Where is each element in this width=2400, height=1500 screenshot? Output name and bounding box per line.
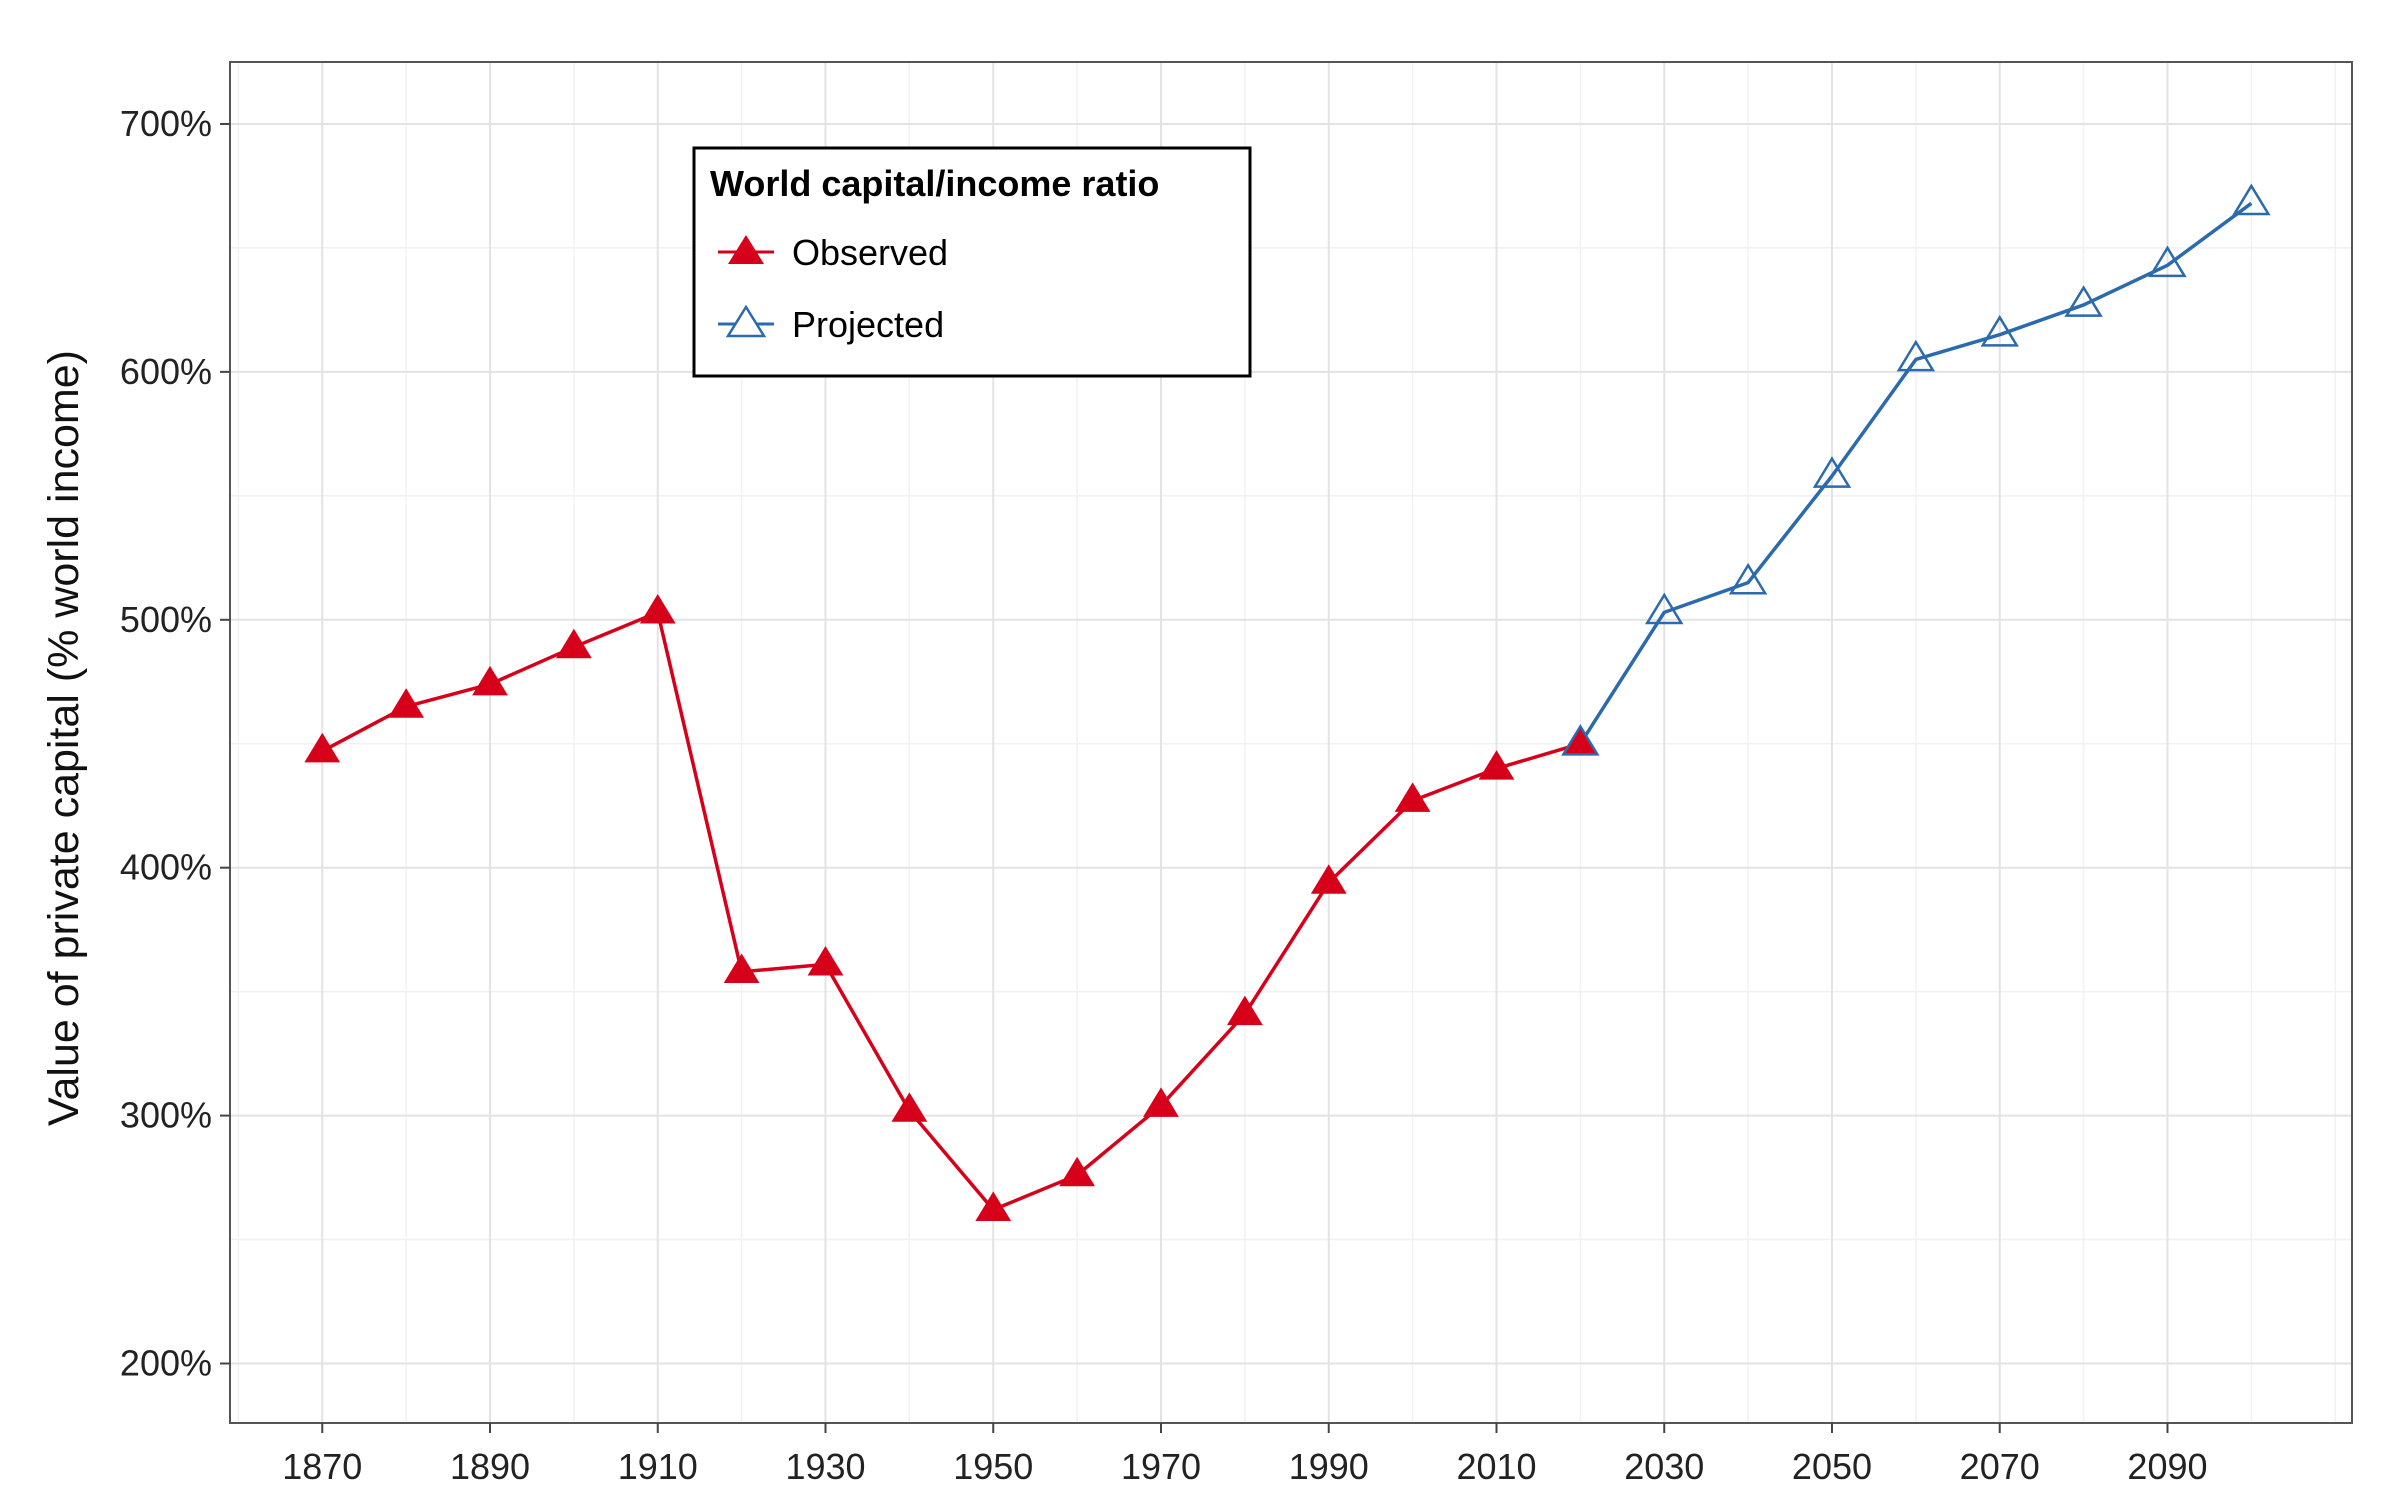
y-tick-label: 300% (120, 1095, 212, 1136)
x-tick-label: 2070 (1960, 1446, 2040, 1487)
legend-observed-marker (728, 235, 764, 264)
data-point-observed (388, 688, 425, 718)
data-point-observed (1310, 864, 1347, 894)
data-point-projected (1896, 339, 1936, 372)
legend-projected-marker (725, 304, 767, 338)
data-point-projected (2064, 285, 2103, 317)
data-point-observed (304, 732, 341, 763)
data-point-observed (1059, 1156, 1096, 1187)
data-point-observed (555, 628, 592, 659)
y-tick-label: 200% (120, 1343, 212, 1384)
data-point-projected (1728, 562, 1768, 595)
data-point-observed (1143, 1087, 1179, 1117)
data-point-projected (1980, 314, 2019, 347)
data-point-observed (807, 946, 844, 976)
y-axis-title: Value of private capital (% world income… (40, 350, 88, 1126)
legend-projected-label: Projected (792, 304, 944, 345)
x-tick-label: 2010 (1456, 1446, 1536, 1487)
x-tick-label: 2090 (2127, 1446, 2207, 1487)
plot-frame (229, 61, 2353, 1424)
legend-observed-label: Observed (792, 232, 948, 273)
y-tick-label: 500% (120, 599, 212, 640)
y-tick-label: 700% (120, 103, 212, 144)
x-tick-label: 1910 (618, 1446, 698, 1487)
x-tick-label: 1890 (450, 1446, 530, 1487)
x-tick-label: 1930 (785, 1446, 865, 1487)
x-tick-label: 1950 (953, 1446, 1033, 1487)
axes: 200% 300% 400% 500% 600% 700% 1870 1890 1910 1930… (120, 103, 2208, 1487)
data-point-projected (1561, 723, 1600, 756)
series-line-observed (321, 610, 1581, 1212)
x-tick-label: 1990 (1289, 1446, 1369, 1487)
x-tick-label: 1870 (282, 1446, 362, 1487)
data-point-observed (1478, 750, 1515, 780)
data-point-observed (723, 953, 760, 983)
data-point-projected (2232, 183, 2271, 216)
data-point-projected (2148, 245, 2187, 278)
x-tick-label: 2030 (1624, 1446, 1704, 1487)
legend-title: World capital/income ratio (710, 163, 1159, 204)
y-tick-label: 400% (120, 847, 212, 888)
data-point-observed (1226, 995, 1263, 1026)
data-point-projected (1812, 456, 1852, 488)
x-tick-label: 2050 (1792, 1446, 1872, 1487)
data-point-observed (975, 1191, 1012, 1221)
data-point-projected (1645, 592, 1684, 625)
data-point-observed (639, 594, 676, 624)
legend-box (692, 146, 1252, 378)
legend: World capital/income ratio Observed Proj… (692, 146, 1252, 378)
data-point-observed (891, 1092, 928, 1122)
y-tick-label: 600% (120, 351, 212, 392)
x-tick-label: 1970 (1121, 1446, 1201, 1487)
data-point-observed (472, 665, 508, 696)
series-line-projected (1578, 201, 2253, 745)
data-series (304, 183, 2271, 1221)
data-point-observed (1394, 782, 1431, 812)
